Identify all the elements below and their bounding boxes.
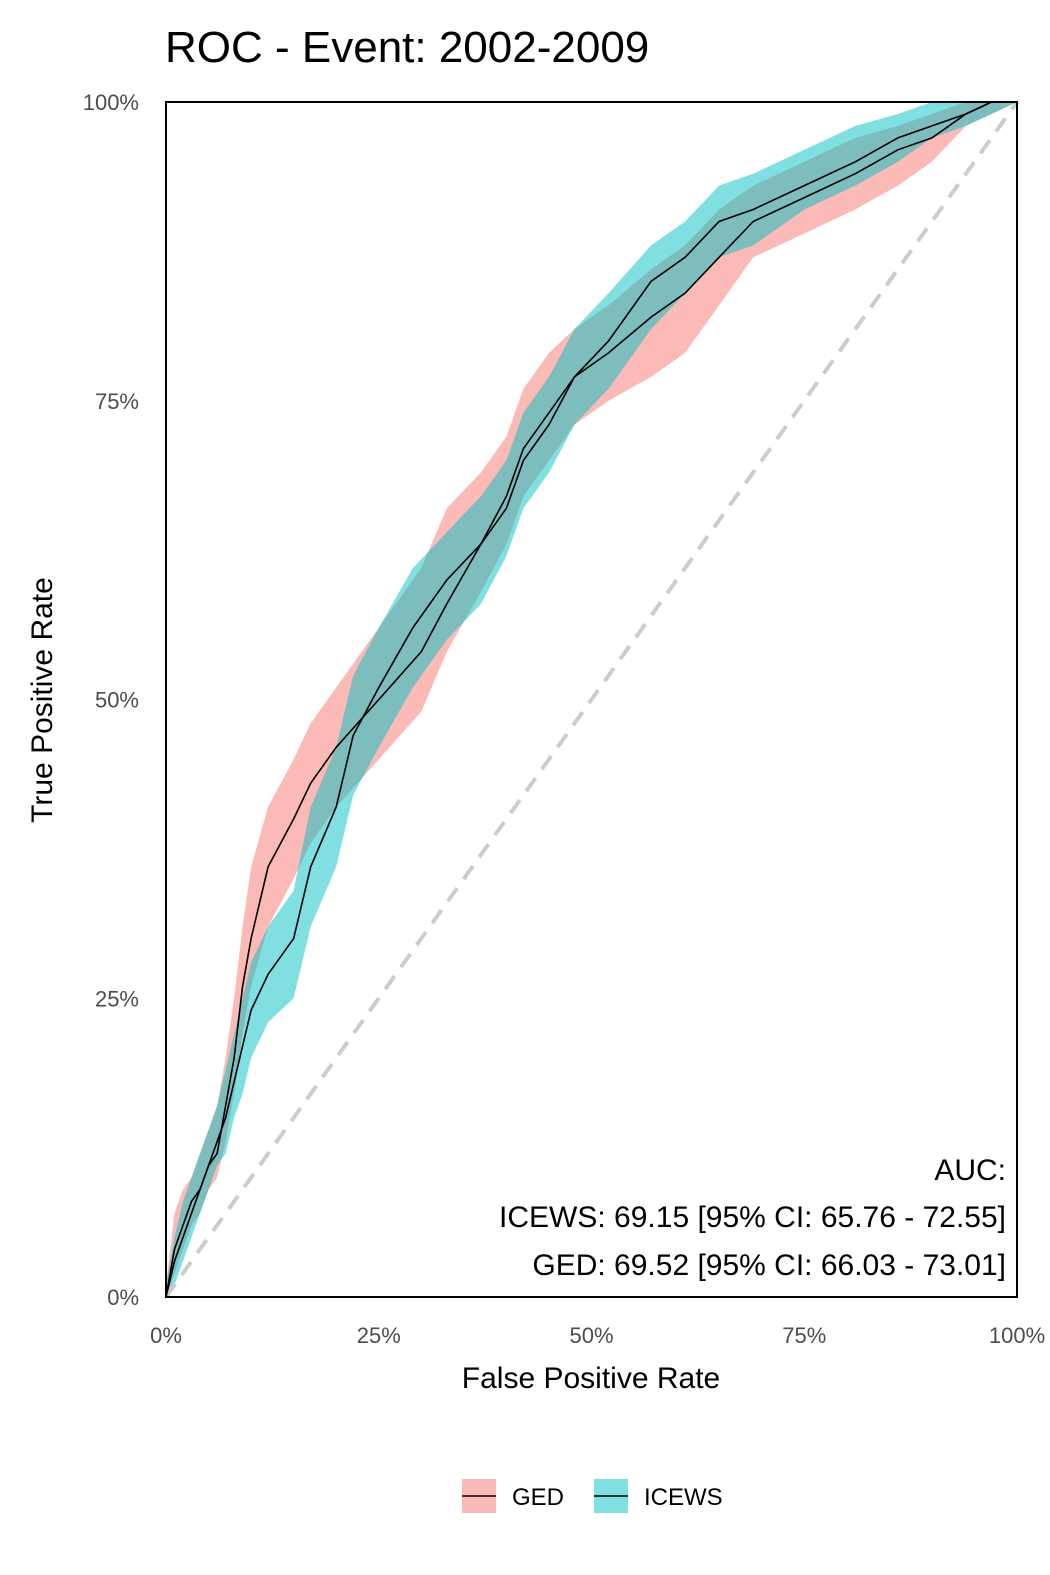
legend-item-ged: GED — [462, 1479, 564, 1513]
legend: GED ICEWS — [462, 1479, 723, 1513]
reference-diagonal-line — [164, 100, 1019, 1299]
auc-annotation: AUC: ICEWS: 69.15 [95% CI: 65.76 - 72.55… — [499, 1154, 1006, 1282]
y-tick-label: 100% — [83, 90, 139, 115]
x-tick-label: 75% — [782, 1323, 826, 1348]
legend-label: ICEWS — [644, 1484, 723, 1511]
legend-item-icews: ICEWS — [594, 1479, 723, 1513]
y-axis-ticks: 0% 25% 50% 75% 100% — [83, 90, 139, 1310]
x-tick-label: 50% — [569, 1323, 613, 1348]
x-tick-label: 25% — [357, 1323, 401, 1348]
y-tick-label: 25% — [95, 986, 139, 1011]
plot-area — [164, 100, 1019, 1299]
y-axis-title: True Positive Rate — [26, 577, 59, 823]
auc-heading: AUC: — [934, 1154, 1006, 1187]
chart-title: ROC - Event: 2002-2009 — [165, 23, 649, 72]
x-tick-label: 100% — [989, 1323, 1045, 1348]
confidence-bands — [166, 102, 1017, 1297]
band-icews — [166, 102, 1017, 1297]
auc-ged: GED: 69.52 [95% CI: 66.03 - 73.01] — [532, 1249, 1006, 1282]
y-tick-label: 75% — [95, 389, 139, 414]
auc-icews: ICEWS: 69.15 [95% CI: 65.76 - 72.55] — [499, 1201, 1006, 1234]
x-axis-title: False Positive Rate — [462, 1362, 720, 1395]
x-axis-ticks: 0% 25% 50% 75% 100% — [150, 1323, 1045, 1348]
y-tick-label: 0% — [107, 1285, 139, 1310]
y-tick-label: 50% — [95, 688, 139, 713]
legend-label: GED — [512, 1484, 564, 1511]
roc-lines — [165, 101, 1017, 1298]
line-ged — [165, 101, 1017, 1298]
x-tick-label: 0% — [150, 1323, 182, 1348]
line-icews — [165, 101, 1017, 1298]
plot-border — [165, 101, 1018, 1298]
